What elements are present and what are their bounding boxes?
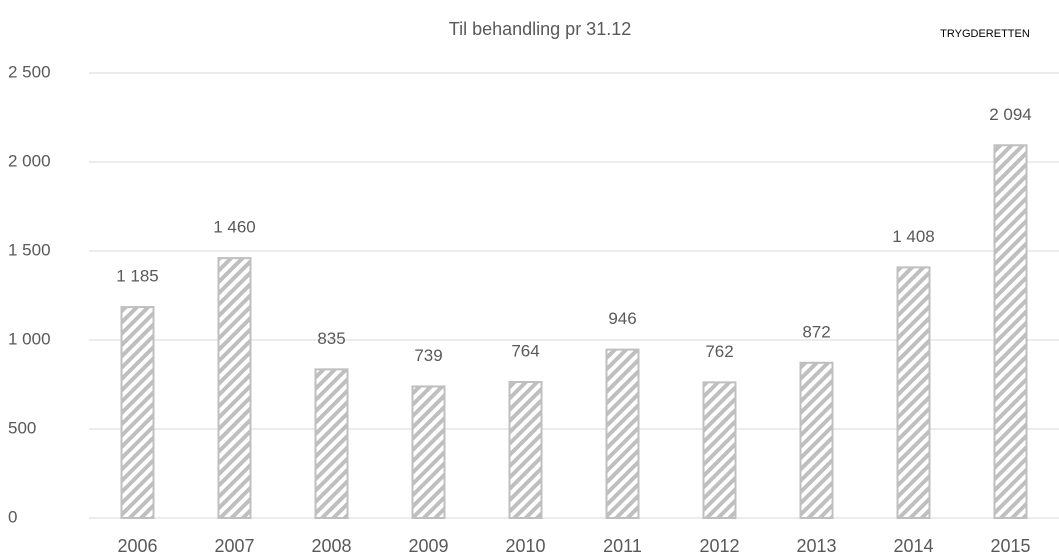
x-tick-label: 2012: [699, 536, 739, 556]
x-tick-label: 2013: [796, 536, 836, 556]
bar: [896, 266, 931, 519]
chart-title: Til behandling pr 31.12: [449, 19, 631, 39]
value-label: 1 408: [892, 227, 935, 246]
bar: [411, 385, 446, 520]
x-tick-label: 2010: [505, 536, 545, 556]
bar: [508, 381, 543, 519]
value-label: 1 460: [213, 218, 256, 237]
y-tick-label: 1 500: [8, 240, 51, 259]
x-tick-label: 2014: [893, 536, 933, 556]
annotation: TRYGDERETTEN: [940, 28, 1030, 40]
x-tick-label: 2011: [603, 536, 642, 556]
x-tick-label: 2015: [990, 536, 1030, 556]
value-label: 2 094: [989, 105, 1032, 124]
y-tick-label: 2 000: [8, 151, 51, 170]
y-tick-label: 1 000: [8, 329, 51, 348]
bar: [993, 144, 1028, 519]
y-tick-label: 500: [8, 418, 36, 437]
x-tick-label: 2009: [408, 536, 448, 556]
y-tick-label: 0: [8, 507, 17, 526]
value-label: 946: [608, 309, 636, 328]
value-label: 835: [317, 329, 345, 348]
x-tick-label: 2008: [311, 536, 351, 556]
y-tick-label: 2 500: [8, 62, 51, 81]
x-tick-label: 2006: [117, 536, 157, 556]
bar: [799, 361, 834, 519]
value-label: 762: [705, 342, 733, 361]
x-tick-label: 2007: [214, 536, 254, 556]
bar: [605, 348, 640, 519]
value-label: 764: [511, 341, 539, 360]
value-label: 872: [802, 322, 830, 341]
value-label: 1 185: [116, 267, 159, 286]
bar: [217, 257, 252, 519]
value-label: 739: [414, 346, 442, 365]
bar: [702, 381, 737, 520]
bar: [120, 306, 155, 519]
bar: [314, 368, 349, 519]
